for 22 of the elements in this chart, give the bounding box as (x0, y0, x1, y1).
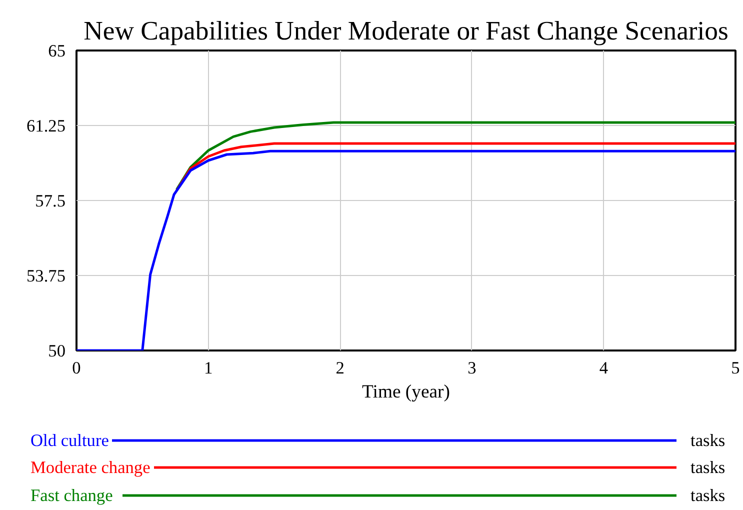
line-series (76, 150, 736, 350)
x-tick-label: 0 (72, 358, 81, 378)
x-tick-label: 4 (599, 358, 608, 378)
x-tick-label: 1 (204, 358, 213, 378)
chart-title: New Capabilities Under Moderate or Fast Change Scenarios (84, 16, 728, 46)
x-tick-label: 3 (468, 358, 476, 378)
text: Old culture (30, 431, 110, 450)
y-tick-label: 65 (48, 42, 66, 60)
x-axis-title: Time (year) (362, 382, 450, 402)
line-series (175, 121, 736, 191)
text: Moderate change (30, 458, 151, 477)
text: tasks (690, 458, 726, 477)
y-tick-label: 53.75 (26, 266, 66, 286)
text: Fast change (30, 486, 114, 505)
x-tick-label: 5 (731, 358, 740, 378)
y-tick-label: 57.5 (35, 192, 66, 210)
text: tasks (690, 431, 726, 450)
y-tick-label: 50 (48, 342, 66, 360)
line-series (175, 142, 736, 192)
y-tick-label: 61.25 (26, 116, 66, 136)
text: tasks (690, 486, 726, 505)
x-tick-label: 2 (336, 358, 344, 378)
